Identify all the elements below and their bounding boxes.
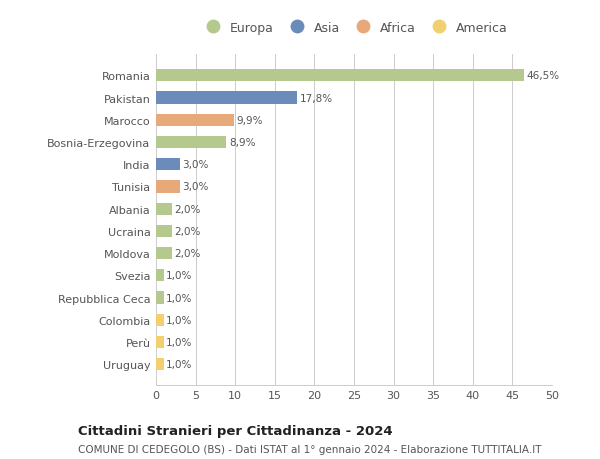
Text: 1,0%: 1,0% (166, 315, 193, 325)
Text: 3,0%: 3,0% (182, 182, 209, 192)
Text: COMUNE DI CEDEGOLO (BS) - Dati ISTAT al 1° gennaio 2024 - Elaborazione TUTTITALI: COMUNE DI CEDEGOLO (BS) - Dati ISTAT al … (78, 444, 542, 454)
Bar (156, 159, 180, 171)
Bar (156, 92, 297, 105)
Legend: Europa, Asia, Africa, America: Europa, Asia, Africa, America (200, 22, 508, 34)
Text: 2,0%: 2,0% (174, 204, 200, 214)
Text: 3,0%: 3,0% (182, 160, 209, 170)
Text: 2,0%: 2,0% (174, 249, 200, 258)
Text: Cittadini Stranieri per Cittadinanza - 2024: Cittadini Stranieri per Cittadinanza - 2… (78, 424, 392, 437)
Bar (156, 70, 524, 82)
Bar (156, 336, 164, 348)
Bar (156, 269, 164, 282)
Text: 9,9%: 9,9% (237, 116, 263, 125)
Text: 1,0%: 1,0% (166, 271, 193, 281)
Text: 46,5%: 46,5% (527, 71, 560, 81)
Text: 1,0%: 1,0% (166, 359, 193, 369)
Bar (156, 314, 164, 326)
Text: 2,0%: 2,0% (174, 226, 200, 236)
Bar (156, 225, 172, 237)
Bar (156, 181, 180, 193)
Text: 17,8%: 17,8% (299, 93, 332, 103)
Bar (156, 247, 172, 260)
Text: 1,0%: 1,0% (166, 337, 193, 347)
Bar (156, 114, 235, 127)
Bar (156, 203, 172, 215)
Bar (156, 137, 226, 149)
Text: 1,0%: 1,0% (166, 293, 193, 303)
Text: 8,9%: 8,9% (229, 138, 256, 148)
Bar (156, 292, 164, 304)
Bar (156, 358, 164, 370)
